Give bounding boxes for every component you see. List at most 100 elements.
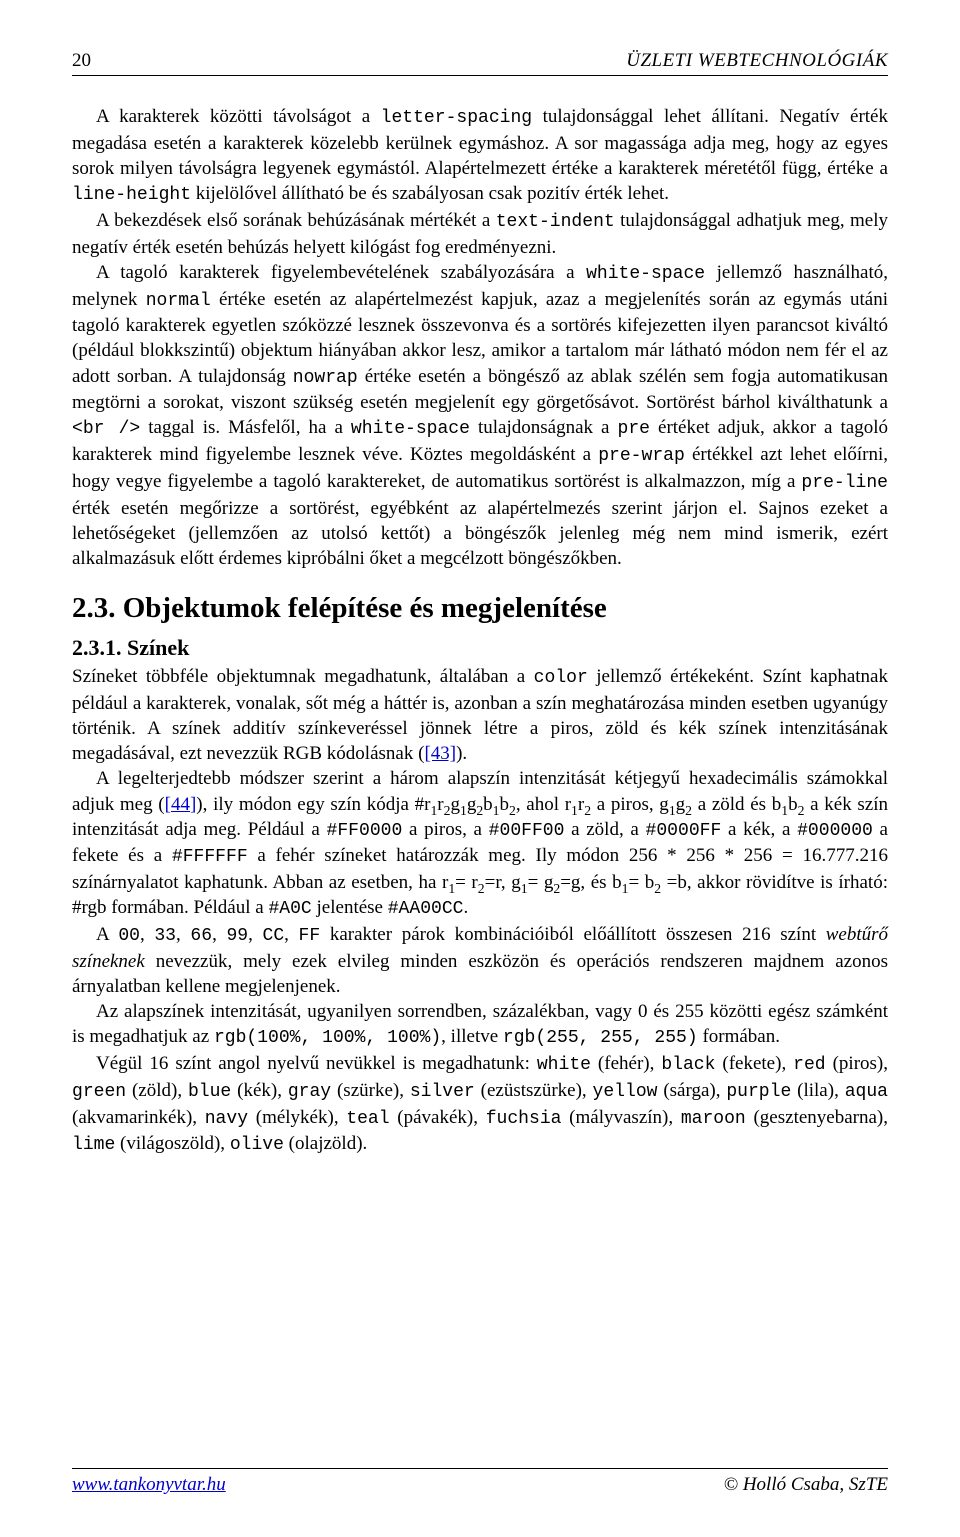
code-ff: FF: [299, 926, 321, 946]
text: (akvamarinkék),: [72, 1107, 205, 1128]
page-number: 20: [72, 48, 91, 73]
sub: 2: [478, 881, 485, 896]
text: a kék, a: [721, 819, 797, 840]
text: nevezzük, mely ezek elvileg minden eszkö…: [72, 951, 888, 997]
page-footer: www.tankonyvtar.hu © Holló Csaba, SzTE: [72, 1468, 888, 1497]
text: (világoszöld),: [115, 1133, 230, 1154]
text: g: [676, 794, 686, 815]
footer-copyright: © Holló Csaba, SzTE: [724, 1472, 888, 1497]
text: (piros),: [826, 1053, 888, 1074]
code-letter-spacing: letter-spacing: [381, 108, 533, 128]
code-color: color: [534, 668, 588, 688]
code-33: 33: [154, 926, 176, 946]
code-fuchsia: fuchsia: [486, 1109, 562, 1129]
footer-link[interactable]: www.tankonyvtar.hu: [72, 1472, 226, 1497]
text: =g, és b: [560, 872, 621, 893]
subsection-number: 2.3.1.: [72, 635, 122, 660]
text: a piros, a: [402, 819, 488, 840]
code-ff0000: #FF0000: [327, 821, 403, 841]
code-navy: navy: [205, 1109, 248, 1129]
section-title: Objektumok felépítése és megjelenítése: [123, 592, 607, 624]
text: karakter párok kombinációiból előállítot…: [320, 924, 826, 945]
code-normal: normal: [146, 291, 211, 311]
text: tulajdonságnak a: [470, 417, 618, 438]
code-a0c: #A0C: [268, 899, 311, 919]
text: (lila),: [791, 1080, 844, 1101]
text: kijelölővel állítható be és szabályosan …: [191, 183, 669, 204]
text: g: [467, 794, 477, 815]
reference-44[interactable]: [44]: [165, 794, 197, 815]
reference-43[interactable]: [43]: [424, 743, 456, 764]
text: (kék),: [231, 1080, 288, 1101]
sub: 1: [571, 802, 578, 817]
subsection-title: Színek: [127, 635, 189, 660]
sub: 2: [685, 802, 692, 817]
code-00ff00: #00FF00: [489, 821, 565, 841]
code-line-height: line-height: [72, 185, 191, 205]
code-white-space: white-space: [586, 264, 705, 284]
text: (gesztenyebarna),: [746, 1107, 888, 1128]
sub: 1: [669, 802, 676, 817]
text: taggal is. Másfelől, ha a: [140, 417, 351, 438]
code-99: 99: [226, 926, 248, 946]
code-66: 66: [190, 926, 212, 946]
text: (pávakék),: [390, 1107, 486, 1128]
text: (fehér),: [591, 1053, 661, 1074]
code-pre-line: pre-line: [801, 473, 888, 493]
code-yellow: yellow: [593, 1082, 658, 1102]
sub: 1: [521, 881, 528, 896]
paragraph-4: Színeket többféle objektumnak megadhatun…: [72, 664, 888, 766]
code-green: green: [72, 1082, 126, 1102]
text: Végül 16 színt angol nyelvű nevükkel is …: [96, 1053, 537, 1074]
text: ,: [212, 924, 226, 945]
text: formában.: [698, 1026, 780, 1047]
text: , ahol r: [516, 794, 571, 815]
code-00: 00: [118, 926, 140, 946]
code-blue: blue: [188, 1082, 231, 1102]
text: Színeket többféle objektumnak megadhatun…: [72, 666, 534, 687]
paragraph-6: A 00, 33, 66, 99, CC, FF karakter párok …: [72, 922, 888, 999]
code-lime: lime: [72, 1135, 115, 1155]
code-purple: purple: [726, 1082, 791, 1102]
text: , illetve: [441, 1026, 503, 1047]
text: ,: [176, 924, 190, 945]
text: A: [96, 924, 118, 945]
text: A tagoló karakterek figyelembevételének …: [96, 262, 586, 283]
code-aa00cc: #AA00CC: [388, 899, 464, 919]
text: g: [450, 794, 460, 815]
text: = b: [628, 872, 654, 893]
text: (sárga),: [657, 1080, 726, 1101]
code-teal: teal: [346, 1109, 389, 1129]
text: a piros, g: [591, 794, 669, 815]
text: (mélykék),: [248, 1107, 346, 1128]
code-nowrap: nowrap: [293, 368, 358, 388]
text: A karakterek közötti távolságot a: [96, 106, 381, 127]
sub: 2: [509, 802, 516, 817]
text: ,: [248, 924, 262, 945]
paragraph-1: A karakterek közötti távolságot a letter…: [72, 104, 888, 208]
text: b: [483, 794, 493, 815]
code-pre: pre: [618, 419, 650, 439]
code-br-tag: <br />: [72, 419, 140, 439]
paragraph-5: A legelterjedtebb módszer szerint a háro…: [72, 766, 888, 922]
section-heading: 2.3. Objektumok felépítése és megjelenít…: [72, 589, 888, 627]
text: jelentése: [312, 897, 388, 918]
text: érték esetén megőrizze a sortörést, egyé…: [72, 498, 888, 569]
text: b: [788, 794, 798, 815]
text: a zöld és b: [692, 794, 781, 815]
code-white: white: [537, 1055, 591, 1075]
code-text-indent: text-indent: [496, 212, 615, 232]
code-black: black: [661, 1055, 715, 1075]
code-000000: #000000: [797, 821, 873, 841]
code-aqua: aqua: [845, 1082, 888, 1102]
text: a zöld, a: [564, 819, 645, 840]
text: (olajzöld).: [284, 1133, 367, 1154]
text: = g: [528, 872, 554, 893]
text: ,: [140, 924, 154, 945]
text: ), ily módon egy szín kódja #r: [196, 794, 430, 815]
subsection-heading: 2.3.1. Színek: [72, 633, 888, 662]
text: = r: [455, 872, 478, 893]
code-olive: olive: [230, 1135, 284, 1155]
code-cc: CC: [263, 926, 285, 946]
section-number: 2.3.: [72, 592, 116, 624]
